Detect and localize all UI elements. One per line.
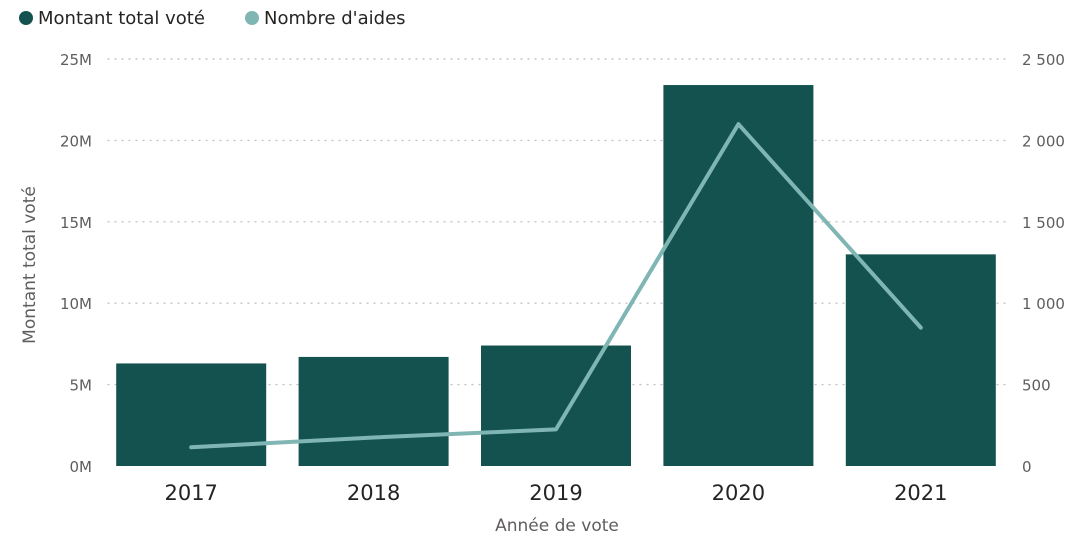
right-tick-label: 2 500: [1022, 51, 1065, 69]
left-tick-label: 0M: [70, 458, 93, 476]
bar: [298, 356, 449, 466]
bar: [116, 363, 267, 466]
right-tick-label: 1 500: [1022, 214, 1065, 232]
right-tick-label: 2 000: [1022, 132, 1065, 150]
legend: Montant total voté Nombre d'aides: [19, 8, 406, 29]
right-tick-label: 1 000: [1022, 295, 1065, 313]
left-tick-label: 20M: [60, 132, 92, 150]
right-axis-ticks: 0 500 1 000 1 500 2 000 2 500: [1022, 51, 1065, 476]
right-tick-label: 500: [1022, 377, 1051, 395]
legend-label-nombre: Nombre d'aides: [264, 8, 406, 29]
right-tick-label: 0: [1022, 458, 1032, 476]
x-tick-label: 2019: [529, 481, 582, 505]
legend-label-montant: Montant total voté: [38, 8, 205, 29]
line-series: [189, 122, 923, 450]
x-tick-label: 2021: [894, 481, 947, 505]
bar: [481, 345, 631, 466]
y-axis-title: Montant total voté: [20, 186, 40, 344]
legend-swatch-montant: [19, 11, 33, 25]
line-nombre-aides: [189, 122, 923, 450]
bar: [663, 85, 814, 466]
bars: [116, 85, 996, 466]
left-tick-label: 10M: [60, 295, 92, 313]
x-axis-title: Année de vote: [495, 516, 619, 536]
bar: [845, 254, 996, 466]
x-tick-label: 2018: [347, 481, 400, 505]
left-tick-label: 25M: [60, 51, 92, 69]
x-tick-label: 2017: [164, 481, 217, 505]
x-axis-ticks: 2017 2018 2019 2020 2021: [164, 481, 947, 505]
legend-swatch-nombre: [245, 11, 259, 25]
left-tick-label: 5M: [70, 377, 93, 395]
left-tick-label: 15M: [60, 214, 92, 232]
left-axis-ticks: 0M 5M 10M 15M 20M 25M: [60, 51, 92, 476]
x-tick-label: 2020: [712, 481, 765, 505]
